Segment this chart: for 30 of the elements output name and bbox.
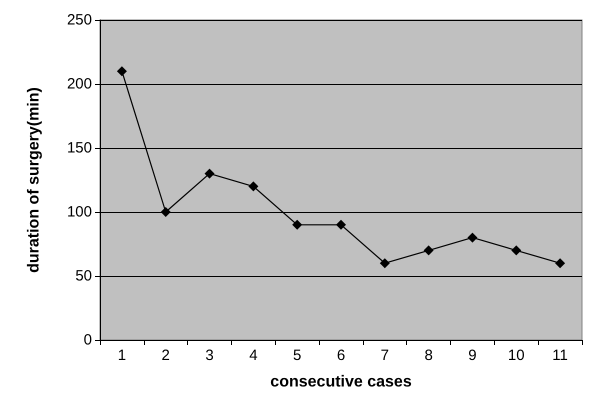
y-tick-label: 200 xyxy=(66,76,92,92)
point xyxy=(336,220,346,230)
y-tick-label: 250 xyxy=(66,12,92,28)
x-tick-label: 8 xyxy=(424,347,433,364)
x-tick-label: 10 xyxy=(508,347,525,364)
x-axis-title: consecutive cases xyxy=(270,374,412,390)
point xyxy=(160,207,171,217)
y-tick-label: 100 xyxy=(66,204,92,220)
point xyxy=(380,258,390,268)
x-tick-label: 3 xyxy=(205,347,214,364)
point xyxy=(424,245,434,256)
x-tick-label: 4 xyxy=(249,347,258,364)
y-tick-label: 0 xyxy=(84,332,92,348)
x-tick-label: 1 xyxy=(118,347,126,364)
point xyxy=(511,245,522,256)
y-tick-label: 150 xyxy=(66,140,92,156)
x-tick-label: 6 xyxy=(336,347,346,364)
point xyxy=(292,220,302,230)
y-axis-title: duration of surgery(min) xyxy=(26,87,42,273)
point xyxy=(555,258,566,268)
x-tick-label: 7 xyxy=(380,347,389,364)
x-tick-label: 2 xyxy=(162,347,170,364)
point xyxy=(204,168,215,179)
point xyxy=(116,66,127,76)
point xyxy=(248,181,258,192)
y-tick-label: 50 xyxy=(75,268,92,284)
x-tick-label: 9 xyxy=(468,347,477,364)
x-tick-label: 5 xyxy=(293,347,302,364)
x-tick-label: 11 xyxy=(552,347,568,364)
point xyxy=(467,232,478,243)
